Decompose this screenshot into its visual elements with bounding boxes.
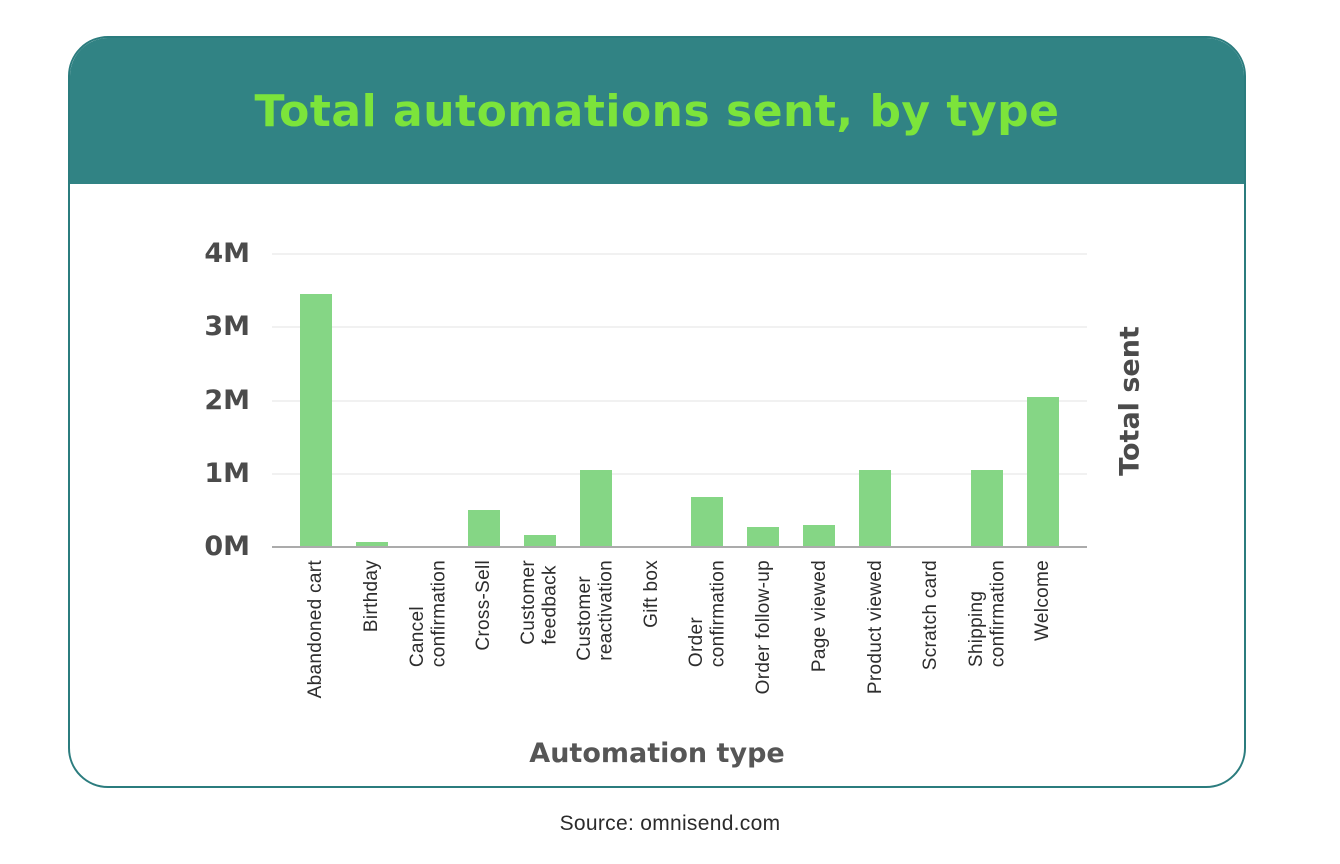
x-tick-label-shipping-confirmation: Shipping confirmation — [965, 560, 1009, 668]
y-tick-label-2M: 2M — [204, 384, 250, 416]
x-tick-slot: Shipping confirmation — [959, 560, 1015, 740]
x-tick-slot: Customer feedback — [512, 560, 568, 740]
x-tick-slot: Abandoned cart — [288, 560, 344, 740]
bar-slot — [288, 254, 344, 547]
x-tick-slot: Gift box — [624, 560, 680, 740]
x-tick-slot: Product viewed — [847, 560, 903, 740]
x-axis-ticks: Abandoned cart Birthday Cancel confirmatio… — [288, 560, 1071, 740]
plot-area — [272, 253, 1087, 548]
bar-customer-reactivation — [579, 470, 612, 547]
x-tick-slot: Order follow-up — [735, 560, 791, 740]
x-tick-label-product-viewed: Product viewed — [864, 560, 886, 695]
bar-slot — [456, 254, 512, 547]
bar-slot — [735, 254, 791, 547]
gridline-4M — [272, 253, 1087, 255]
gridline-1M — [272, 472, 1087, 475]
x-tick-label-page-viewed: Page viewed — [808, 560, 830, 673]
bar-slot — [624, 254, 680, 547]
bar-slot — [344, 254, 400, 547]
y-axis-title: Total sent — [1114, 326, 1146, 476]
bar-abandoned-cart — [299, 294, 332, 547]
bar-birthday — [355, 541, 388, 547]
x-tick-label-welcome: Welcome — [1032, 560, 1054, 641]
x-tick-label-customer-reactivation: Customer reactivation — [574, 560, 617, 661]
x-tick-label-customer-feedback: Customer feedback — [518, 560, 561, 645]
chart-title: Total automations sent, by type — [254, 85, 1060, 137]
x-tick-slot: Page viewed — [791, 560, 847, 740]
y-tick-label-4M: 4M — [204, 238, 250, 269]
bar-slot — [512, 254, 568, 547]
card-header: Total automations sent, by type — [70, 38, 1244, 184]
gridline-2M — [272, 399, 1087, 402]
x-axis-title: Automation type — [529, 738, 785, 769]
bar-slot — [791, 254, 847, 547]
x-tick-slot: Welcome — [1015, 560, 1071, 740]
bar-product-viewed — [859, 470, 892, 547]
bar-slot — [903, 254, 959, 547]
bar-order-confirmation — [691, 497, 724, 547]
gridline-3M — [272, 326, 1087, 329]
x-tick-label-birthday: Birthday — [361, 560, 383, 633]
x-tick-slot: Customer reactivation — [568, 560, 624, 740]
bar-order-follow-up — [747, 526, 780, 547]
bar-shipping-confirmation — [971, 470, 1004, 547]
bars-row — [272, 254, 1087, 547]
x-tick-label-cross-sell: Cross-Sell — [473, 560, 495, 651]
x-tick-slot: Scratch card — [903, 560, 959, 740]
bar-welcome — [1026, 396, 1059, 547]
bar-slot — [847, 254, 903, 547]
x-tick-label-order-confirmation: Order confirmation — [686, 560, 729, 668]
bar-cross-sell — [467, 510, 500, 547]
bar-customer-feedback — [523, 534, 556, 547]
source-attribution: Source: omnisend.com — [559, 812, 781, 835]
y-tick-label-1M: 1M — [204, 457, 250, 489]
x-tick-label-abandoned-cart: Abandoned cart — [305, 560, 327, 699]
bar-slot — [568, 254, 624, 547]
y-tick-label-3M: 3M — [204, 311, 250, 343]
x-tick-label-scratch-card: Scratch card — [920, 560, 942, 671]
bar-slot — [1015, 254, 1071, 547]
x-tick-label-gift-box: Gift box — [640, 560, 662, 628]
x-tick-slot: Order confirmation — [679, 560, 735, 740]
x-axis-line — [272, 546, 1087, 548]
bar-slot — [959, 254, 1015, 547]
y-tick-label-0M: 0M — [204, 531, 250, 562]
x-tick-slot: Cancel confirmation — [400, 560, 456, 740]
x-tick-slot: Cross-Sell — [456, 560, 512, 740]
chart-card: Total automations sent, by type 0M 1M 2M 3M… — [68, 36, 1246, 788]
x-tick-label-order-follow-up: Order follow-up — [752, 560, 774, 695]
x-tick-slot: Birthday — [344, 560, 400, 740]
bar-slot — [679, 254, 735, 547]
bar-slot — [400, 254, 456, 547]
bar-page-viewed — [803, 525, 836, 547]
x-tick-label-cancel-confirmation: Cancel confirmation — [406, 560, 449, 668]
